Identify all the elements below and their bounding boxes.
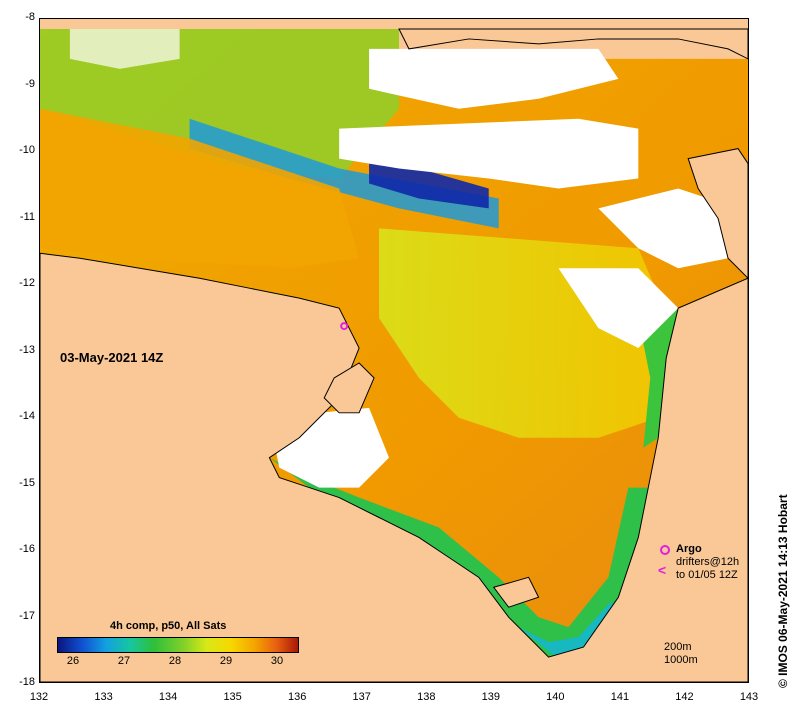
east-coast-green <box>638 308 679 448</box>
drifters-window-label: to 01/05 12Z <box>676 569 738 581</box>
latitude-tick: -8 <box>25 11 35 23</box>
drifters-legend-label: drifters@12h <box>676 556 740 568</box>
longitude-tick: 132 <box>29 691 49 703</box>
latitude-tick: -12 <box>19 277 35 289</box>
western-warm-band <box>40 108 360 269</box>
sst-map-canvas <box>40 28 748 682</box>
latitude-tick: -15 <box>19 476 35 489</box>
groote-eylandt <box>323 362 375 414</box>
wellesley-islands <box>492 576 540 608</box>
cloud-nw <box>69 28 180 69</box>
colorbar-tick: 28 <box>168 655 182 667</box>
longitude-tick: 138 <box>417 691 436 703</box>
colorbar-tick: 27 <box>117 655 131 667</box>
arnhem-land <box>40 252 748 682</box>
longitude-tick: 143 <box>739 691 759 703</box>
latitude-tick: -18 <box>19 676 35 688</box>
cloud-east <box>598 188 739 269</box>
latitude-tick: -11 <box>19 210 35 223</box>
longitude-tick: 140 <box>546 691 565 703</box>
longitude-tick: 136 <box>287 691 307 703</box>
date-label: 03-May-2021 14Z <box>60 350 164 365</box>
latitude-tick: -14 <box>19 410 35 422</box>
colorbar-tick: 29 <box>219 655 233 667</box>
colorbar-tick: 26 <box>66 655 80 667</box>
longitude-tick: 142 <box>675 691 694 703</box>
argo-legend-label: Argo <box>676 543 702 555</box>
latitude-tick: -9 <box>25 77 35 90</box>
sst-map <box>39 18 749 683</box>
latitude-tick: -17 <box>19 609 35 622</box>
cloud-gulf-ne <box>558 268 679 349</box>
argo-marker-icon <box>660 545 670 555</box>
cape-york-tip <box>687 148 748 279</box>
drifter-arrow-icon: < <box>658 562 667 578</box>
longitude-tick: 134 <box>158 691 178 703</box>
latitude-tick: -13 <box>19 343 35 356</box>
contour-1000-label: 1000m <box>664 654 698 666</box>
latitude-tick: -10 <box>19 144 35 156</box>
longitude-tick: 135 <box>223 691 242 703</box>
argo-float-marker <box>340 322 349 331</box>
cold-patch <box>369 163 489 209</box>
colorbar <box>57 637 299 653</box>
longitude-tick: 133 <box>94 691 113 703</box>
contour-200-label: 200m <box>664 641 692 653</box>
coastal-green <box>269 457 649 658</box>
longitude-tick: 137 <box>352 691 371 703</box>
northern-blue-band <box>189 118 499 229</box>
cloud-central <box>339 118 639 189</box>
cloud-north <box>369 48 619 109</box>
longitude-tick: 139 <box>481 691 500 703</box>
colorbar-tick: 30 <box>270 655 284 667</box>
latitude-tick: -16 <box>19 543 35 555</box>
colorbar-title: 4h comp, p50, All Sats <box>110 620 227 632</box>
longitude-tick: 141 <box>610 691 630 703</box>
new-guinea <box>398 28 748 60</box>
coastal-cyan <box>518 602 624 660</box>
imos-credit: © IMOS 06-May-2021 14:13 Hobart <box>776 494 790 688</box>
